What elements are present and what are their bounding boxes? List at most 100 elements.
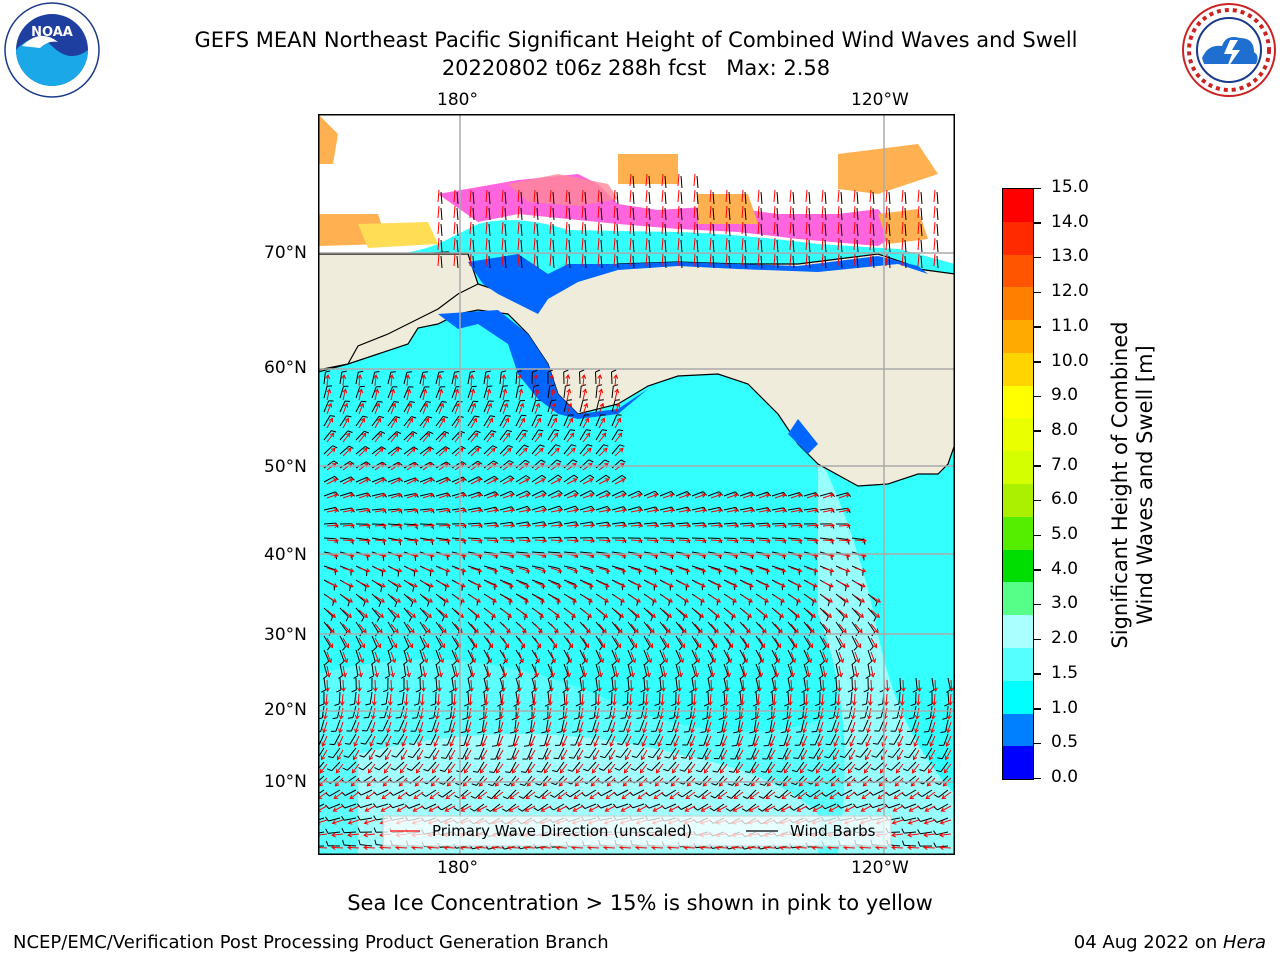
wind-barb [520,239,523,253]
wave-arrow [550,493,562,499]
wave-arrow [557,791,568,799]
wave-arrow-head [341,374,347,379]
wind-barb [371,416,380,427]
wave-arrow [806,595,817,603]
wave-arrow-head [441,432,447,438]
wave-arrow [340,707,344,719]
wave-arrow-head [530,728,535,734]
wind-barb [451,492,464,497]
wave-arrow-head [536,417,541,423]
colorbar-segment [1003,418,1033,452]
wind-barb-flag [589,474,595,479]
footer-date-text: 04 Aug 2022 on [1073,932,1223,953]
wave-arrow-head [844,807,850,812]
colorbar-tick-label: 8.0 [1051,419,1079,440]
wave-arrow [450,735,456,747]
wind-barb [467,445,478,455]
wind-barb [739,565,752,571]
wind-barb [522,803,533,812]
wind-barb [776,239,779,253]
wind-barb-flag [601,743,607,746]
wave-arrow-head [558,537,563,543]
wave-arrow-head [834,714,840,720]
wave-arrow-head [370,728,375,734]
wave-arrow [463,763,472,774]
wind-barb-flag [765,731,771,734]
wave-arrow [564,707,568,719]
wind-barb [323,400,330,413]
wave-arrow-head [349,567,355,573]
wind-barb [443,775,453,785]
wave-arrow [486,524,499,527]
wave-arrow-head [624,755,630,761]
wave-arrow-head [525,493,531,498]
wind-barb [595,474,607,483]
wave-arrow [838,524,851,527]
wave-arrow-head [689,742,695,747]
wind-barb [595,649,602,662]
wind-barb [355,593,366,603]
wind-barb [800,719,805,732]
wind-barb-flag [409,401,415,403]
wave-arrow-head [536,643,542,649]
wind-barb [827,761,837,772]
wave-arrow-head [657,742,663,747]
wave-arrow-head [512,755,518,761]
wind-barb-flag [649,743,655,746]
wind-barb [531,677,536,690]
wave-arrow [726,679,729,692]
wave-arrow-head [444,478,450,483]
wind-barb-flag [368,675,374,679]
wave-arrow-head [357,374,363,379]
wind-barb [636,747,645,758]
map-panel[interactable]: Primary Wave Direction (unscaled) Wind B… [318,114,955,855]
wave-arrow [797,805,808,812]
wave-arrow-head [601,432,607,438]
wave-arrow-head [708,687,714,692]
wind-barb-flag [863,689,869,693]
wind-barb [585,789,597,797]
wave-arrow-head [577,742,583,747]
wave-arrow [787,721,792,733]
wave-arrow [465,749,472,760]
wave-arrow [518,418,525,429]
wave-arrow [436,707,440,719]
wave-arrow [342,375,345,387]
wave-arrow-head [453,374,459,379]
wave-arrow [547,721,552,733]
wind-barb [547,579,560,585]
wave-arrow-head [650,628,655,634]
wind-barb [603,761,613,771]
wind-barb-flag [501,370,507,373]
wave-arrow [323,721,328,733]
wind-barb [403,621,411,633]
wave-arrow [822,637,829,648]
wind-barb-flag [378,601,382,607]
wind-barb [568,191,571,205]
wave-arrow [406,665,410,677]
wind-barb [531,400,537,413]
wind-barb [680,239,683,253]
wind-barb [445,747,453,759]
wind-barb-flag [428,431,434,435]
wind-barb [752,733,757,746]
wind-barb-flag [509,460,514,464]
wind-barb-flag [622,490,627,495]
wave-arrow-head [736,755,742,761]
wind-barb [851,635,858,648]
wind-barb [611,490,624,497]
wind-barb [435,537,448,541]
wind-barb [739,507,752,511]
wind-barb [419,593,430,603]
wind-barb [843,761,853,771]
wave-arrow [933,693,936,706]
wind-barb [387,386,393,399]
wind-barb [467,372,471,385]
wave-arrow [582,389,586,401]
wave-arrow [326,623,335,633]
wave-arrow [835,721,840,733]
wind-barb-flag [927,703,933,707]
wind-barb-flag [603,444,609,447]
wind-barb-flag [581,660,586,665]
wave-arrow-head [738,714,744,720]
